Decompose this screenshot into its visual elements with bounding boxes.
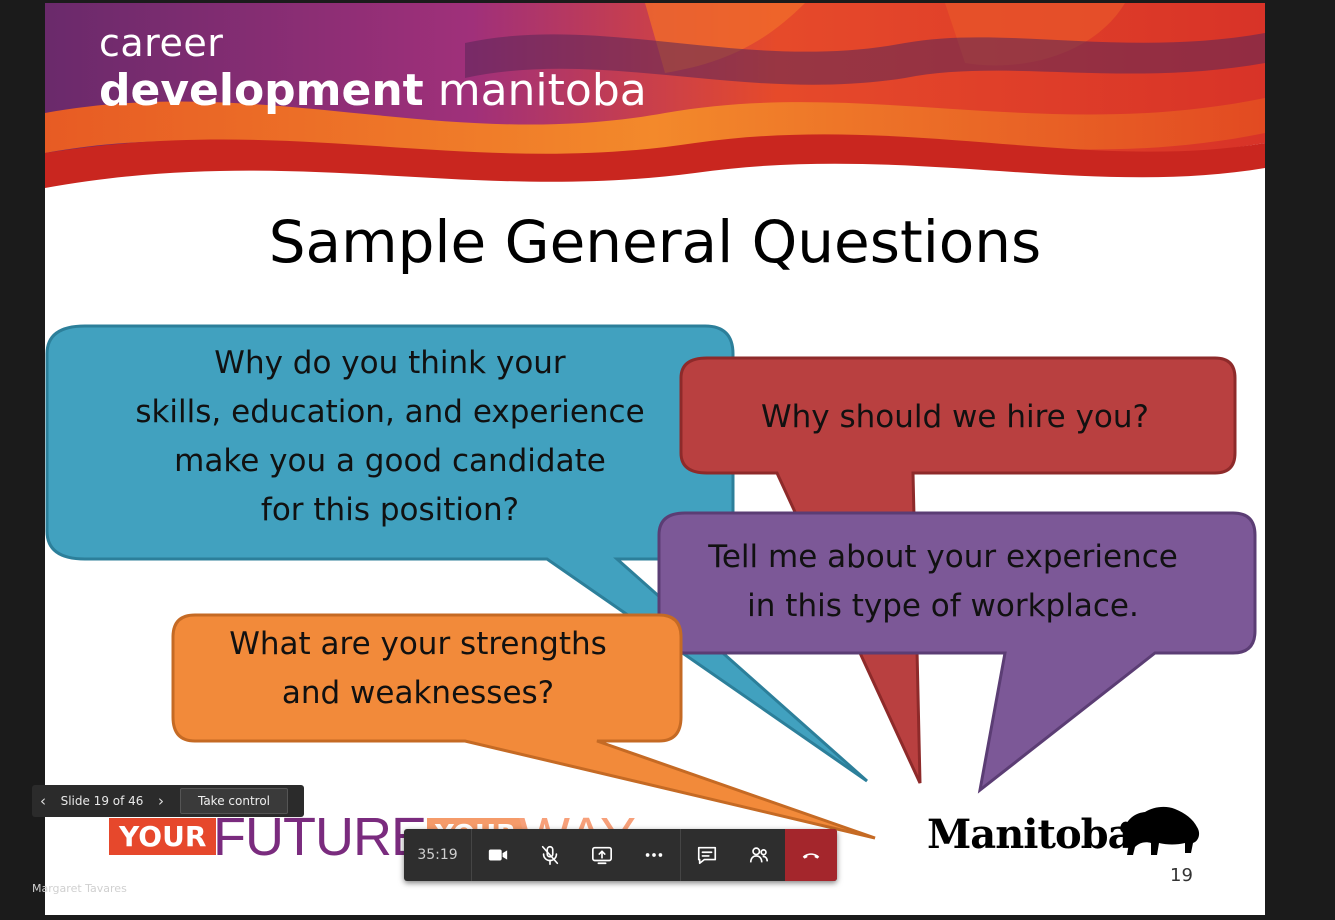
brand-development-manitoba: development manitoba [99, 65, 647, 116]
speech-bubbles [45, 324, 1257, 840]
red-line-1: Why should we hire you? [761, 399, 1149, 435]
slide-navigator: ‹ Slide 19 of 46 › Take control [32, 785, 304, 817]
presenter-name: Margaret Tavares [32, 882, 127, 895]
blue-line-3: make you a good candidate [174, 443, 606, 479]
presentation-slide: career development manitoba Sample Gener… [45, 3, 1265, 915]
hang-up-icon [802, 853, 820, 859]
brand-manitoba: manitoba [437, 65, 647, 116]
orange-bubble [171, 613, 876, 840]
blue-line-1: Why do you think your [214, 345, 566, 381]
slide-count: Slide 19 of 46 [60, 794, 144, 808]
manitoba-wordmark: Manitoba [927, 811, 1134, 858]
video-camera-icon[interactable] [472, 829, 524, 881]
purple-bubble [657, 511, 1257, 794]
chat-icon[interactable] [681, 829, 733, 881]
slide-title: Sample General Questions [268, 208, 1042, 276]
brand-career: career [99, 21, 224, 65]
hang-up-button[interactable] [785, 829, 837, 881]
purple-line-1: Tell me about your experience [708, 539, 1178, 575]
previous-slide-icon[interactable]: ‹ [40, 792, 46, 810]
orange-bubble-text: What are your strengths and weaknesses? [175, 620, 661, 718]
blue-line-2: skills, education, and experience [135, 394, 645, 430]
bison-icon [1120, 806, 1200, 855]
blue-bubble [45, 324, 868, 783]
orange-line-2: and weaknesses? [281, 675, 555, 711]
blue-line-4: for this position? [260, 492, 520, 528]
participants-icon[interactable] [733, 829, 785, 881]
purple-line-2: in this type of workplace. [747, 588, 1139, 624]
call-timer: 35:19 [404, 829, 472, 881]
slide-page-number: 19 [1170, 865, 1193, 886]
orange-line-1: What are your strengths [229, 626, 607, 662]
control-divider [680, 829, 681, 881]
next-slide-icon[interactable]: › [158, 792, 164, 810]
logo-future: FUTURE [213, 807, 427, 867]
mic-muted-icon[interactable] [524, 829, 576, 881]
brand-development: development [99, 65, 424, 116]
purple-bubble-text: Tell me about your experience in this ty… [663, 533, 1223, 631]
blue-bubble-text: Why do you think your skills, education,… [85, 339, 695, 535]
red-bubble-text: Why should we hire you? [685, 393, 1225, 442]
take-control-button[interactable]: Take control [180, 788, 288, 814]
manitoba-logo: Manitoba [927, 803, 1207, 873]
right-gutter [1265, 0, 1335, 920]
banner-graphic [45, 3, 1265, 203]
more-options-icon[interactable] [628, 829, 680, 881]
meeting-control-bar: 35:19 [404, 829, 837, 881]
share-screen-icon[interactable] [576, 829, 628, 881]
logo-your: YOUR [109, 818, 217, 855]
